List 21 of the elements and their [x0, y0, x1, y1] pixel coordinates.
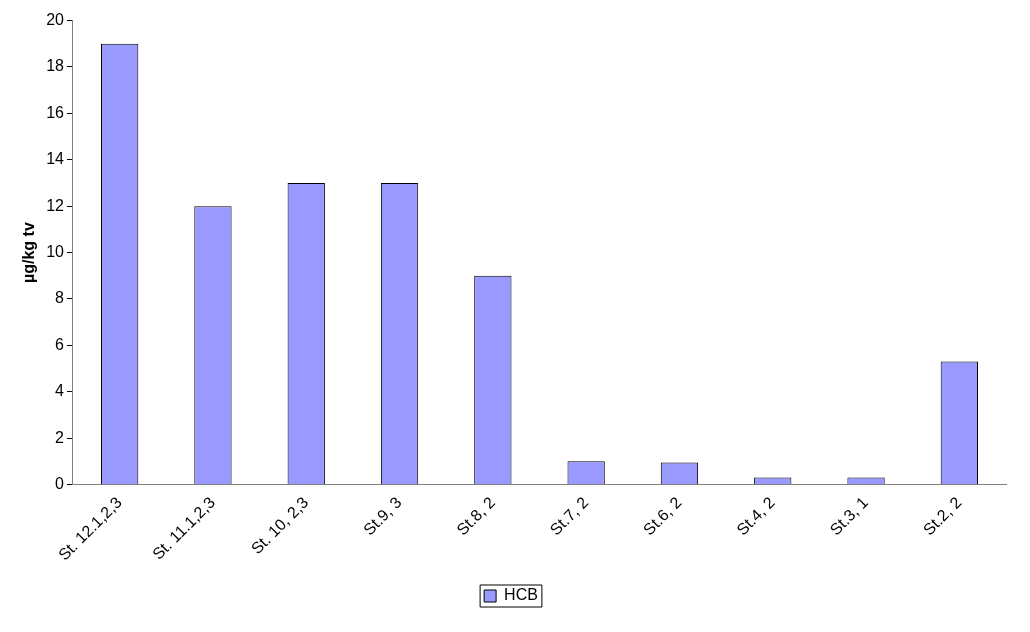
x-tick-label: St. 10, 2,3	[247, 493, 312, 558]
legend-label: HCB	[504, 586, 538, 604]
y-tick-label: 4	[55, 382, 65, 400]
y-tick-label: 0	[55, 474, 65, 492]
x-tick-label: St.8, 2	[453, 493, 499, 539]
y-tick-label: 14	[46, 150, 65, 168]
y-tick-label: 12	[46, 196, 65, 214]
x-tick-label: St.6, 2	[639, 493, 685, 539]
y-tick-label: 18	[46, 57, 65, 75]
y-tick-label: 2	[55, 428, 65, 446]
x-tick-label: St.4, 2	[733, 493, 779, 539]
y-tick-label: 20	[46, 11, 65, 29]
x-tick-label: St.7, 2	[546, 493, 592, 539]
y-tick-label: 8	[55, 289, 65, 307]
y-tick-label: 6	[55, 335, 65, 353]
y-tick-label: 10	[46, 242, 65, 260]
x-tick-label: St.3, 1	[826, 493, 872, 539]
y-axis-title: µg/kg tv	[20, 222, 38, 283]
y-tick-label: 16	[46, 103, 65, 121]
x-tick-label: St.2, 2	[919, 493, 965, 539]
x-tick-label: St.9, 3	[360, 493, 405, 539]
